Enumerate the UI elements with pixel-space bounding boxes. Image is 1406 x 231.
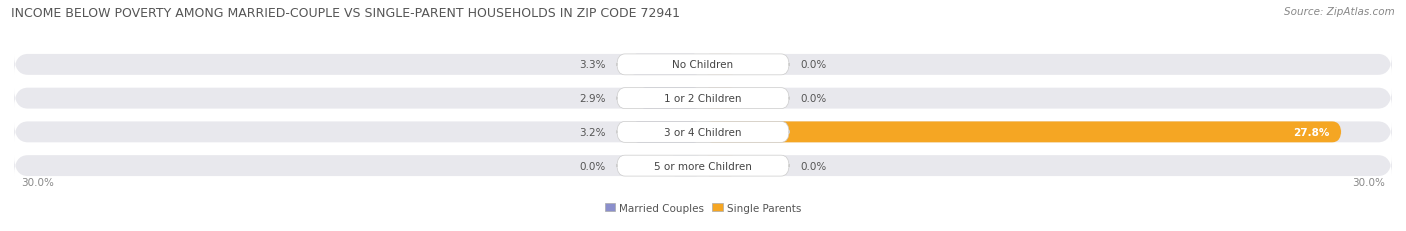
Text: 30.0%: 30.0%: [21, 177, 53, 187]
Text: 0.0%: 0.0%: [800, 60, 827, 70]
Text: Source: ZipAtlas.com: Source: ZipAtlas.com: [1284, 7, 1395, 17]
Text: INCOME BELOW POVERTY AMONG MARRIED-COUPLE VS SINGLE-PARENT HOUSEHOLDS IN ZIP COD: INCOME BELOW POVERTY AMONG MARRIED-COUPL…: [11, 7, 681, 20]
Text: 30.0%: 30.0%: [1353, 177, 1385, 187]
FancyBboxPatch shape: [617, 55, 789, 76]
FancyBboxPatch shape: [617, 122, 789, 143]
FancyBboxPatch shape: [617, 88, 789, 109]
Text: 0.0%: 0.0%: [800, 161, 827, 171]
Text: 3.3%: 3.3%: [579, 60, 606, 70]
Text: 0.0%: 0.0%: [579, 161, 606, 171]
Text: 5 or more Children: 5 or more Children: [654, 161, 752, 171]
FancyBboxPatch shape: [14, 88, 1392, 109]
Legend: Married Couples, Single Parents: Married Couples, Single Parents: [600, 198, 806, 217]
Text: 2.9%: 2.9%: [579, 94, 606, 104]
FancyBboxPatch shape: [14, 55, 1392, 76]
Text: No Children: No Children: [672, 60, 734, 70]
Text: 0.0%: 0.0%: [800, 94, 827, 104]
FancyBboxPatch shape: [703, 122, 1341, 143]
FancyBboxPatch shape: [14, 122, 1392, 143]
Text: 3.2%: 3.2%: [579, 127, 606, 137]
FancyBboxPatch shape: [703, 55, 738, 76]
Text: 3 or 4 Children: 3 or 4 Children: [664, 127, 742, 137]
FancyBboxPatch shape: [637, 88, 703, 109]
FancyBboxPatch shape: [630, 122, 703, 143]
Text: 1 or 2 Children: 1 or 2 Children: [664, 94, 742, 104]
FancyBboxPatch shape: [669, 155, 703, 176]
Text: 27.8%: 27.8%: [1294, 127, 1330, 137]
FancyBboxPatch shape: [617, 155, 789, 176]
FancyBboxPatch shape: [14, 155, 1392, 176]
FancyBboxPatch shape: [703, 88, 738, 109]
FancyBboxPatch shape: [703, 155, 738, 176]
FancyBboxPatch shape: [627, 55, 703, 76]
